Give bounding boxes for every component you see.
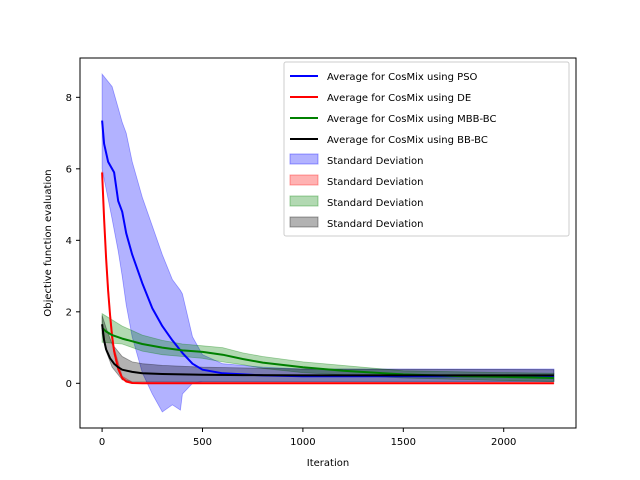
y-tick-label: 2	[66, 307, 72, 318]
y-tick-label: 0	[66, 379, 72, 390]
y-axis-ticks: 0 2 4 6 8	[66, 93, 80, 390]
x-tick-label: 0	[99, 437, 105, 448]
x-axis-label: Iteration	[307, 458, 349, 469]
legend-label-mbb-bc: Average for CosMix using MBB-BC	[327, 114, 496, 125]
plot-frame	[79, 57, 577, 429]
legend-swatch-std-de	[289, 174, 319, 186]
legend-swatch-std-mbb-bc	[289, 195, 319, 207]
std-band-pso	[101, 72, 555, 413]
legend-label-std-bb-bc: Standard Deviation	[327, 219, 424, 230]
legend-label-std-de: Standard Deviation	[327, 177, 424, 188]
legend-label-std-pso: Standard Deviation	[327, 156, 424, 167]
x-tick-label: 500	[193, 437, 212, 448]
legend: Average for CosMix using PSO Average for…	[283, 61, 570, 237]
y-tick-label: 4	[66, 236, 72, 247]
legend-label-de: Average for CosMix using DE	[327, 93, 471, 104]
x-tick-label: 2000	[491, 437, 516, 448]
legend-label-pso: Average for CosMix using PSO	[327, 72, 478, 83]
y-tick-label: 6	[66, 164, 72, 175]
x-axis-ticks: 0 500 1000 1500 2000	[99, 428, 516, 448]
series-line-de	[101, 172, 554, 385]
legend-frame	[283, 61, 570, 237]
x-tick-label: 1500	[391, 437, 416, 448]
legend-label-std-mbb-bc: Standard Deviation	[327, 198, 424, 209]
y-tick-label: 8	[66, 93, 72, 104]
x-tick-label: 1000	[290, 437, 315, 448]
legend-swatch-std-pso	[289, 153, 319, 165]
y-axis-label: Objective function evaluation	[43, 169, 54, 316]
series-lines	[101, 120, 554, 385]
legend-swatch-std-bb-bc	[289, 216, 319, 228]
series-line-bb-bc	[101, 324, 554, 377]
legend-label-bb-bc: Average for CosMix using BB-BC	[327, 135, 488, 146]
